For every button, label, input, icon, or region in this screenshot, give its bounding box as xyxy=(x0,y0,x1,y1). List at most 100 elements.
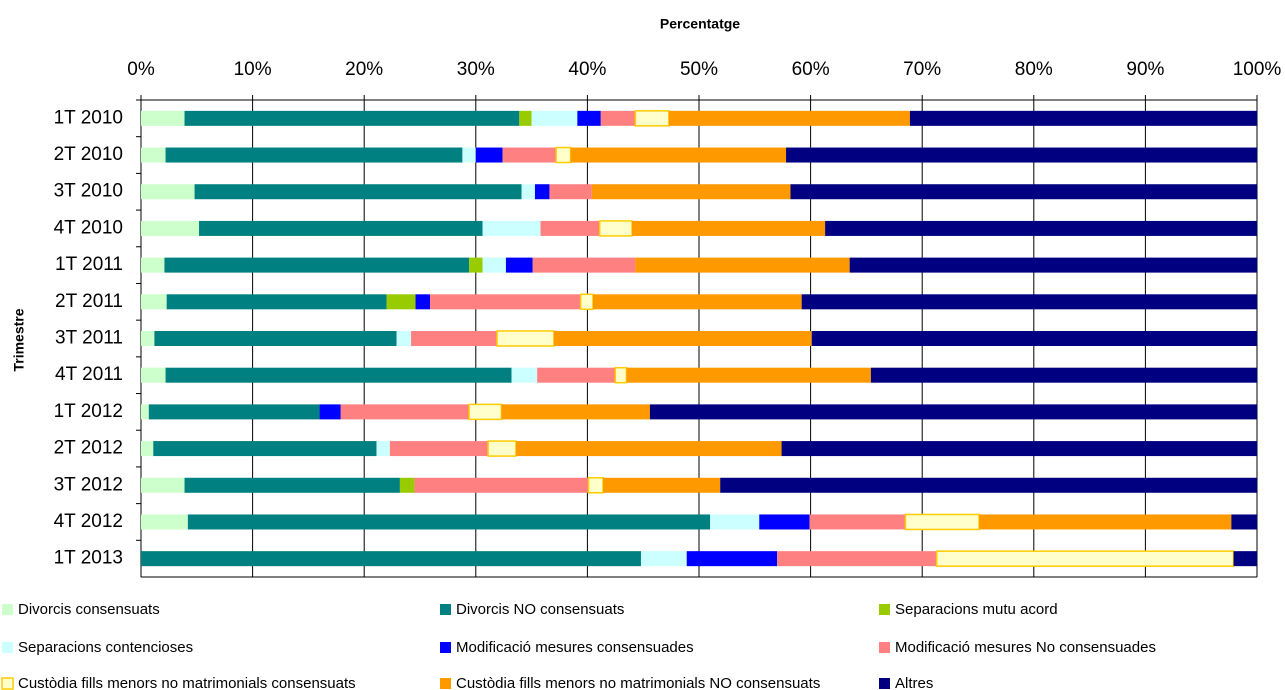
bar-segment xyxy=(811,331,1257,346)
bar-segment xyxy=(904,513,980,531)
bar-segment xyxy=(505,257,533,273)
bar-segment xyxy=(849,257,1257,273)
bar-segment xyxy=(340,404,470,420)
y-tick-label: 3T 2011 xyxy=(55,328,123,349)
y-axis-title: Trimestre xyxy=(11,308,27,371)
x-tick-label: 50% xyxy=(680,59,718,80)
chart-title: Percentatge xyxy=(660,16,740,32)
bar-segment xyxy=(141,184,195,200)
legend-swatch xyxy=(879,642,890,653)
bar-segment xyxy=(386,294,416,310)
y-tick-label: 3T 2010 xyxy=(54,181,123,202)
x-tick-label: 80% xyxy=(1015,59,1053,80)
bar-segment xyxy=(184,477,400,493)
bar-segment xyxy=(187,514,711,530)
bar-segment xyxy=(141,110,185,126)
bar-segment xyxy=(668,110,910,126)
bar-segment xyxy=(141,331,155,346)
bar-segment xyxy=(759,514,810,530)
bar-segment xyxy=(640,551,687,567)
legend-swatch xyxy=(879,678,890,689)
legend-label: Divorcis consensuats xyxy=(18,601,160,618)
bar-segment xyxy=(153,441,377,457)
legend-swatch xyxy=(440,642,451,653)
legend-swatch xyxy=(440,604,451,615)
bar-segment xyxy=(540,220,600,236)
bar-segment xyxy=(534,184,550,200)
legend-swatch xyxy=(2,604,13,615)
bar-segment xyxy=(603,477,721,493)
x-tick-label: 0% xyxy=(127,59,155,80)
bar-segment xyxy=(686,551,778,567)
bar-segment xyxy=(496,330,555,347)
legend-label: Altres xyxy=(895,675,933,690)
legend-label: Separacions contencioses xyxy=(18,639,193,656)
bar-segment xyxy=(487,440,517,457)
x-tick-label: 90% xyxy=(1126,59,1164,80)
bar-segment xyxy=(141,147,166,163)
y-tick-label: 1T 2013 xyxy=(54,548,123,569)
legend-swatch xyxy=(2,642,13,653)
bar-segment xyxy=(462,147,476,163)
bar-segment xyxy=(482,257,506,273)
bar-segment xyxy=(600,110,636,126)
x-tick-label: 10% xyxy=(234,59,272,80)
x-tick-label: 20% xyxy=(345,59,383,80)
bar-segment xyxy=(591,184,791,200)
x-tick-label: 100% xyxy=(1233,59,1282,80)
bar-segment xyxy=(549,184,592,200)
y-tick-label: 3T 2012 xyxy=(54,474,123,495)
bar-segment xyxy=(555,146,572,164)
y-tick-label: 4T 2010 xyxy=(54,217,123,238)
bar-segment xyxy=(626,367,871,383)
bar-segment xyxy=(809,514,906,530)
bar-segment xyxy=(801,294,1257,310)
legend-label: Separacions mutu acord xyxy=(895,601,1058,618)
bar-segment xyxy=(482,220,541,236)
bar-segment xyxy=(502,147,557,163)
bar-segment xyxy=(511,367,538,383)
x-tick-label: 30% xyxy=(457,59,495,80)
bar-segment xyxy=(587,477,604,494)
bar-segment xyxy=(399,477,415,493)
bar-segment xyxy=(649,404,1257,420)
bar-segment xyxy=(376,441,390,457)
bar-segment xyxy=(870,367,1257,383)
bar-segment xyxy=(415,294,431,310)
bar-segment xyxy=(468,403,503,421)
bar-segment xyxy=(165,367,512,383)
bar-segment xyxy=(141,441,154,457)
bar-segment xyxy=(614,366,628,384)
y-tick-label: 2T 2011 xyxy=(55,291,123,312)
bar-segment xyxy=(411,331,498,346)
bar-segment xyxy=(154,331,397,346)
bar-segment xyxy=(786,147,1257,163)
bar-segment xyxy=(469,257,483,273)
bar-segment xyxy=(414,477,589,493)
y-tick-label: 4T 2011 xyxy=(55,364,123,385)
bar-segment xyxy=(570,147,787,163)
bar-segment xyxy=(1233,551,1257,567)
bar-segment xyxy=(519,110,532,126)
bar-segment xyxy=(396,331,412,346)
bar-segment xyxy=(935,550,1235,567)
bar-segment xyxy=(141,367,166,383)
bar-segment xyxy=(165,147,463,163)
bar-segment xyxy=(141,514,188,530)
bar-segment xyxy=(531,110,578,126)
bar-segment xyxy=(825,220,1257,236)
bar-segment xyxy=(515,441,782,457)
bar-segment xyxy=(521,184,535,200)
y-tick-label: 4T 2012 xyxy=(54,511,123,532)
bar-segment xyxy=(632,220,826,236)
y-tick-label: 2T 2012 xyxy=(54,438,123,459)
bar-segment xyxy=(141,257,165,273)
bar-segment xyxy=(720,477,1257,493)
y-tick-label: 1T 2011 xyxy=(55,254,123,275)
y-tick-label: 1T 2012 xyxy=(54,401,123,422)
bar-segment xyxy=(199,220,483,236)
y-tick-label: 2T 2010 xyxy=(54,144,123,165)
x-tick-label: 40% xyxy=(568,59,606,80)
bar-segment xyxy=(579,293,594,311)
